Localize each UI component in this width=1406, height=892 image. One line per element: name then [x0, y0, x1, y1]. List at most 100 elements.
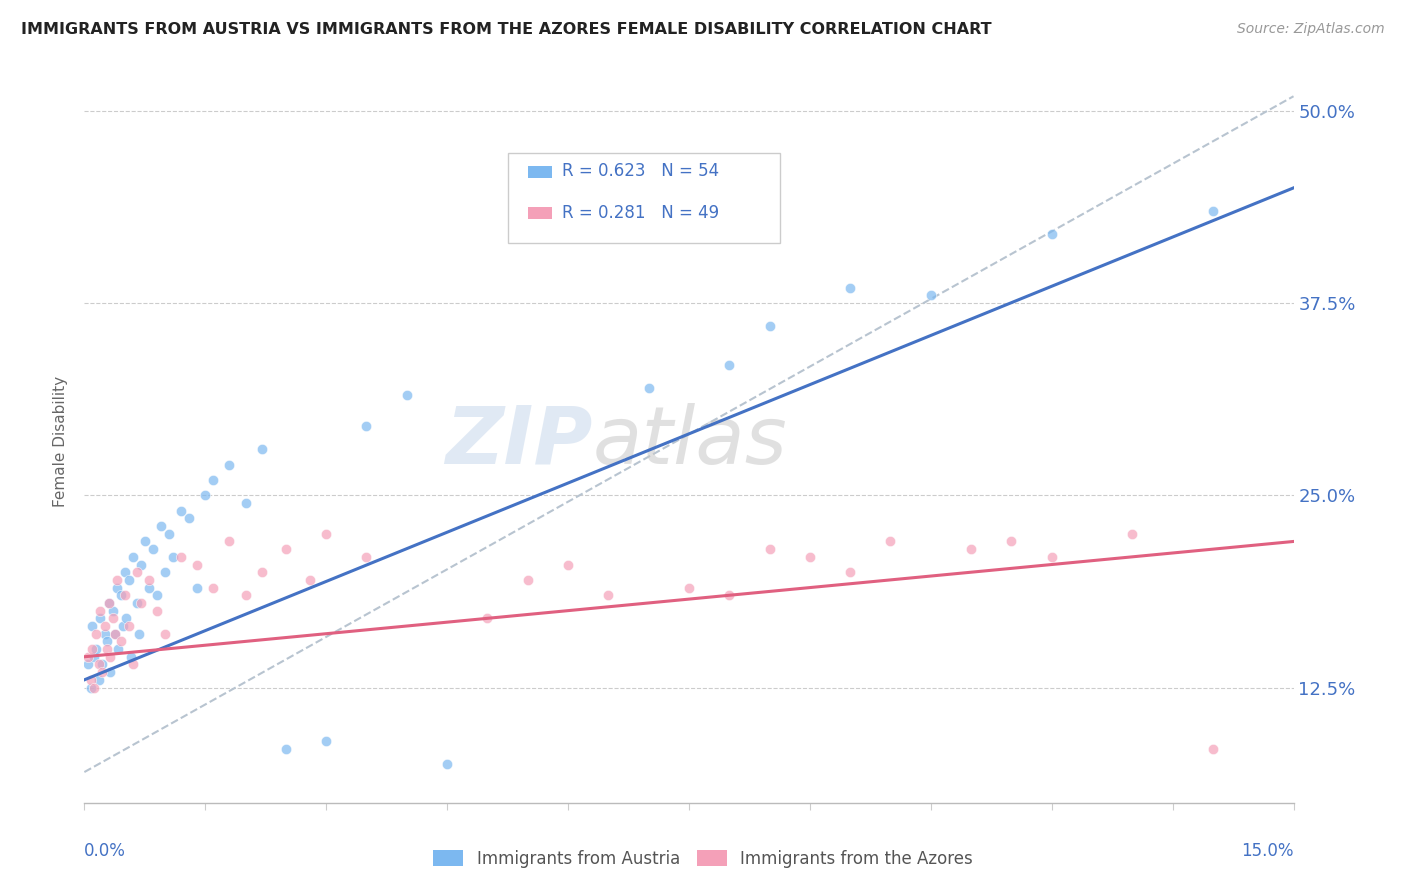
- Point: [799, 549, 821, 564]
- Point: [149, 519, 172, 533]
- Point: [98, 649, 121, 664]
- Point: [920, 288, 942, 302]
- Point: [1000, 534, 1022, 549]
- Point: [105, 573, 128, 587]
- Point: [107, 642, 129, 657]
- Point: [637, 381, 659, 395]
- Point: [1040, 227, 1063, 241]
- Point: [77, 657, 100, 672]
- Text: ZIP: ZIP: [444, 402, 592, 481]
- Point: [112, 619, 135, 633]
- Point: [1121, 526, 1143, 541]
- Point: [839, 565, 862, 579]
- Point: [315, 734, 337, 748]
- Point: [98, 665, 121, 680]
- Point: [186, 558, 208, 572]
- Point: [1040, 549, 1063, 564]
- Point: [96, 634, 118, 648]
- Point: [170, 549, 193, 564]
- Point: [91, 665, 114, 680]
- Point: [758, 542, 780, 557]
- Point: [97, 596, 120, 610]
- Point: [153, 626, 176, 640]
- Bar: [529, 166, 553, 178]
- Point: [315, 526, 337, 541]
- Bar: [529, 207, 553, 219]
- Point: [170, 504, 193, 518]
- Point: [194, 488, 217, 502]
- Point: [202, 473, 225, 487]
- Text: 15.0%: 15.0%: [1241, 842, 1294, 860]
- Point: [218, 534, 240, 549]
- Point: [104, 626, 127, 640]
- Point: [153, 565, 176, 579]
- Point: [758, 319, 780, 334]
- Point: [436, 757, 458, 772]
- Point: [128, 626, 150, 640]
- FancyBboxPatch shape: [508, 153, 780, 243]
- Point: [110, 588, 132, 602]
- Text: Source: ZipAtlas.com: Source: ZipAtlas.com: [1237, 22, 1385, 37]
- Point: [97, 596, 120, 610]
- Point: [138, 573, 160, 587]
- Point: [557, 558, 579, 572]
- Point: [1202, 203, 1225, 218]
- Point: [395, 388, 418, 402]
- Point: [80, 681, 103, 695]
- Point: [93, 619, 115, 633]
- Point: [91, 657, 114, 672]
- Point: [118, 619, 141, 633]
- Point: [104, 626, 127, 640]
- Point: [120, 649, 142, 664]
- Point: [114, 565, 136, 579]
- Point: [356, 419, 378, 434]
- Point: [134, 534, 156, 549]
- Point: [718, 358, 741, 372]
- Point: [218, 458, 240, 472]
- Point: [125, 565, 148, 579]
- Point: [250, 565, 273, 579]
- Point: [274, 542, 297, 557]
- Point: [115, 611, 138, 625]
- Point: [356, 549, 378, 564]
- Point: [274, 742, 297, 756]
- Point: [101, 604, 124, 618]
- Point: [235, 496, 257, 510]
- Point: [87, 657, 110, 672]
- Point: [142, 542, 165, 557]
- Point: [678, 581, 700, 595]
- Point: [105, 581, 128, 595]
- Point: [121, 657, 143, 672]
- Point: [718, 588, 741, 602]
- Point: [1202, 742, 1225, 756]
- Point: [598, 588, 620, 602]
- Point: [477, 611, 499, 625]
- Point: [83, 681, 105, 695]
- Point: [80, 673, 103, 687]
- Point: [86, 642, 108, 657]
- Point: [87, 673, 110, 687]
- Point: [186, 581, 208, 595]
- Point: [138, 581, 160, 595]
- Y-axis label: Female Disability: Female Disability: [53, 376, 69, 508]
- Point: [179, 511, 201, 525]
- Point: [96, 642, 118, 657]
- Point: [146, 604, 169, 618]
- Point: [250, 442, 273, 457]
- Text: 0.0%: 0.0%: [84, 842, 127, 860]
- Point: [162, 549, 184, 564]
- Point: [146, 588, 169, 602]
- Point: [235, 588, 257, 602]
- Point: [516, 573, 538, 587]
- Point: [202, 581, 225, 595]
- Point: [77, 649, 100, 664]
- Point: [93, 626, 115, 640]
- Point: [299, 573, 322, 587]
- Text: atlas: atlas: [592, 402, 787, 481]
- Text: R = 0.623   N = 54: R = 0.623 N = 54: [562, 162, 718, 180]
- Point: [89, 604, 111, 618]
- Point: [114, 588, 136, 602]
- Point: [121, 549, 143, 564]
- Point: [879, 534, 901, 549]
- Point: [83, 649, 105, 664]
